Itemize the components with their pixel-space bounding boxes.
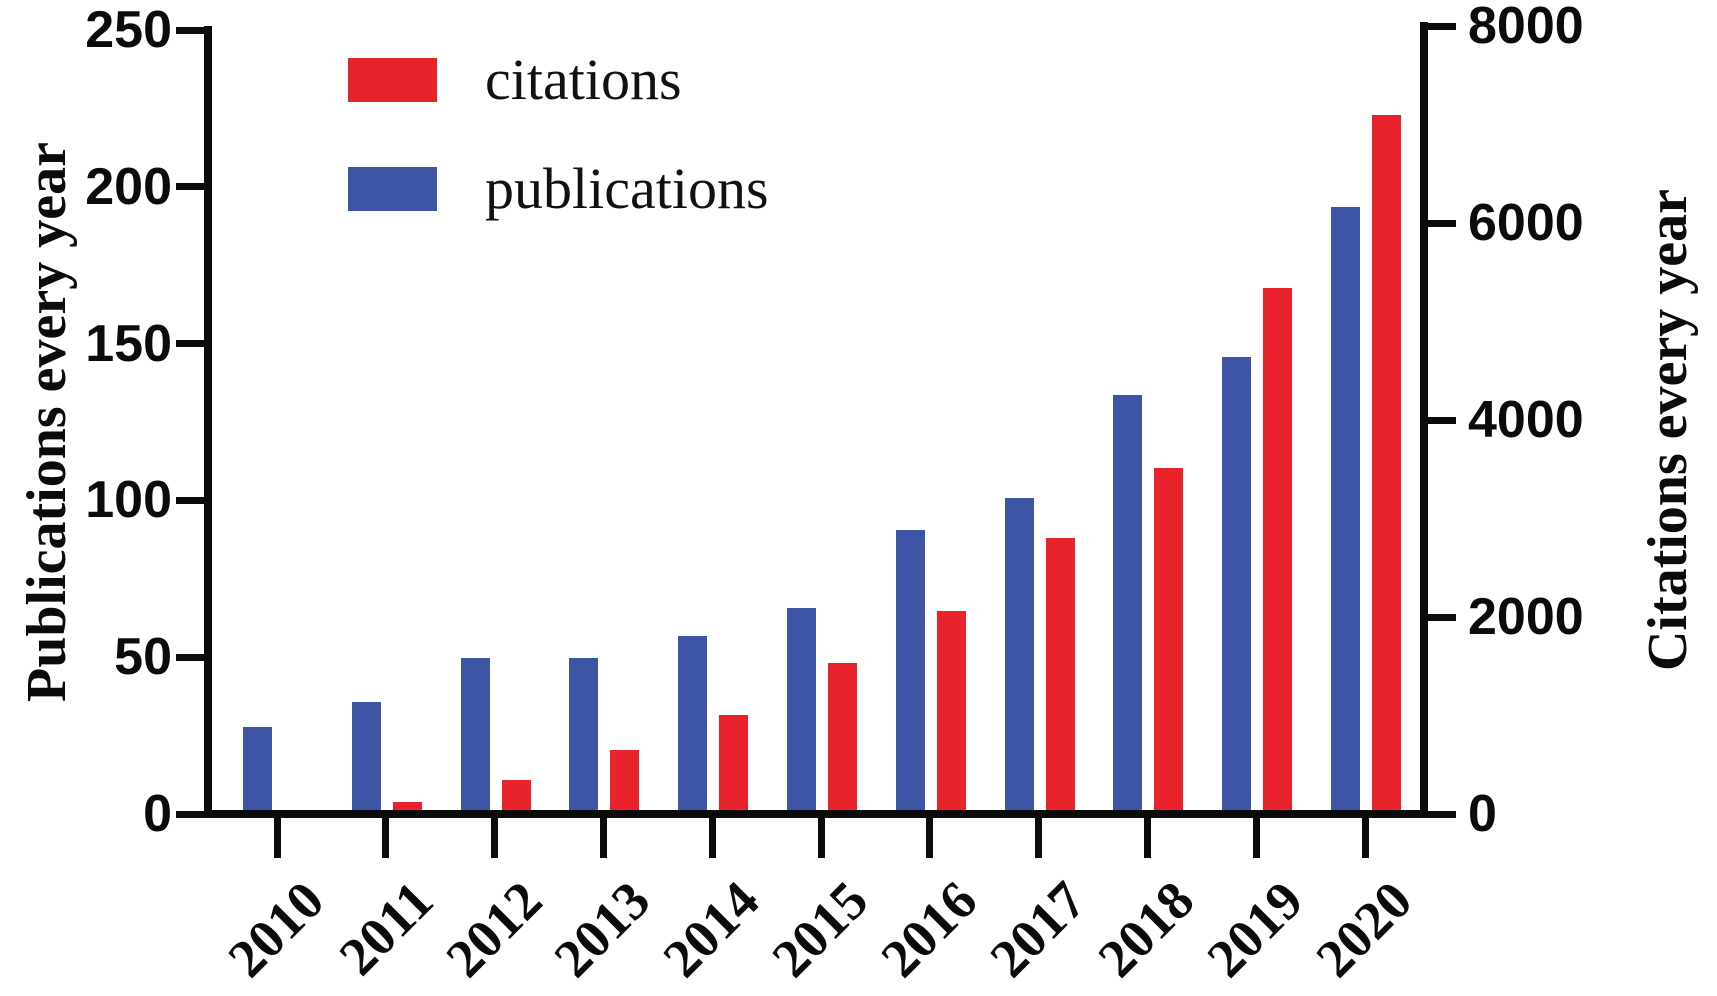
- x-axis-tick-2012: [491, 818, 499, 858]
- right-axis-tick-2000: [1428, 613, 1456, 621]
- left-axis-tick-150: [176, 340, 204, 348]
- bar-citations-2011: [392, 802, 422, 812]
- citations-swatch: [348, 58, 437, 102]
- y-axis-left-line: [204, 26, 212, 818]
- x-axis-line: [204, 810, 1428, 818]
- y-axis-right-line: [1420, 22, 1428, 818]
- x-axis-tick-2018: [1143, 818, 1151, 858]
- bar-publications-2016: [895, 529, 925, 812]
- left-axis-tick-100: [176, 496, 204, 504]
- citations-legend-label: citations: [485, 47, 682, 112]
- bar-citations-2020: [1372, 114, 1401, 812]
- left-tick-label-100: 100: [85, 471, 172, 530]
- right-tick-label-2000: 2000: [1468, 588, 1584, 646]
- x-axis-tick-2013: [599, 818, 607, 858]
- bar-publications-2018: [1113, 394, 1143, 812]
- left-tick-label-200: 200: [85, 157, 172, 216]
- year-label-2013: 2013: [542, 869, 662, 989]
- bar-publications-2015: [787, 608, 816, 812]
- bar-publications-2014: [678, 636, 708, 812]
- bar-publications-2017: [1004, 498, 1034, 812]
- bar-publications-2010: [243, 727, 272, 812]
- year-label-2017: 2017: [978, 869, 1097, 989]
- x-axis-tick-2019: [1252, 818, 1260, 858]
- year-label-2014: 2014: [651, 869, 771, 989]
- legend-item-citations: citations: [348, 51, 682, 109]
- left-axis-tick-200: [176, 183, 204, 191]
- bar-citations-2019: [1263, 287, 1293, 812]
- year-label-2015: 2015: [760, 869, 880, 989]
- left-tick-label-250: 250: [85, 1, 172, 59]
- left-tick-label-150: 150: [85, 314, 172, 373]
- left-axis-tick-0: [176, 810, 204, 818]
- x-axis-tick-2017: [1035, 818, 1043, 858]
- legend-item-publications: publications: [348, 160, 769, 218]
- right-tick-label-6000: 6000: [1468, 194, 1584, 252]
- year-label-2016: 2016: [869, 869, 989, 989]
- publications-swatch: [348, 167, 437, 211]
- bar-citations-2018: [1154, 468, 1184, 812]
- year-label-2020: 2020: [1304, 869, 1424, 989]
- bar-citations-2016: [936, 611, 966, 812]
- x-axis-tick-2011: [382, 818, 390, 858]
- left-axis-tick-250: [176, 26, 204, 34]
- bar-citations-2017: [1045, 538, 1075, 812]
- year-label-2018: 2018: [1086, 869, 1206, 989]
- x-axis-tick-2014: [708, 818, 716, 858]
- bar-citations-2012: [501, 779, 531, 812]
- right-axis-tick-4000: [1428, 416, 1456, 424]
- x-axis-tick-2016: [926, 818, 934, 858]
- right-tick-label-0: 0: [1468, 785, 1497, 843]
- bar-publications-2011: [351, 702, 381, 812]
- bar-publications-2019: [1222, 357, 1252, 812]
- right-axis-tick-8000: [1428, 22, 1456, 30]
- year-label-2012: 2012: [434, 869, 553, 989]
- year-label-2019: 2019: [1195, 869, 1315, 989]
- publications-legend-label: publications: [485, 156, 769, 221]
- left-tick-label-0: 0: [143, 785, 172, 843]
- left-axis-tick-50: [176, 653, 204, 661]
- bar-citations-2013: [610, 749, 640, 812]
- x-axis-tick-2015: [817, 818, 825, 858]
- bar-publications-2012: [460, 658, 490, 812]
- right-tick-label-4000: 4000: [1468, 391, 1584, 449]
- bar-citations-2015: [828, 663, 857, 812]
- x-axis-tick-2010: [273, 818, 281, 858]
- right-axis-tick-6000: [1428, 219, 1456, 227]
- year-label-2011: 2011: [327, 869, 445, 987]
- x-axis-tick-2020: [1361, 818, 1369, 858]
- bar-citations-2014: [719, 715, 749, 812]
- year-label-2010: 2010: [216, 869, 336, 989]
- right-tick-label-8000: 8000: [1468, 0, 1584, 55]
- bar-publications-2020: [1331, 206, 1360, 812]
- left-tick-label-50: 50: [114, 628, 172, 687]
- right-axis-tick-0: [1428, 810, 1456, 818]
- bar-publications-2013: [569, 658, 599, 812]
